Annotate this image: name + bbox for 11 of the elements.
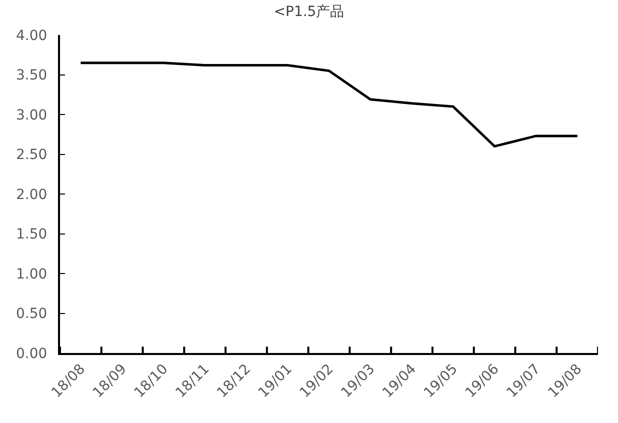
y-tick-label: 0.00	[16, 346, 48, 362]
y-tick-label: 3.50	[16, 68, 48, 84]
y-tick-label: 2.00	[16, 186, 48, 203]
y-tick-label: 0.50	[16, 306, 48, 322]
y-tick-label: 2.50	[16, 147, 48, 164]
line-series	[79, 62, 579, 148]
y-tick-label: 1.00	[16, 266, 48, 282]
chart-title: <P1.5产品	[274, 4, 344, 20]
y-tick-label: 4.00	[16, 28, 48, 44]
y-tick-label: 1.50	[16, 226, 48, 243]
y-tick-label: 3.00	[16, 107, 48, 124]
